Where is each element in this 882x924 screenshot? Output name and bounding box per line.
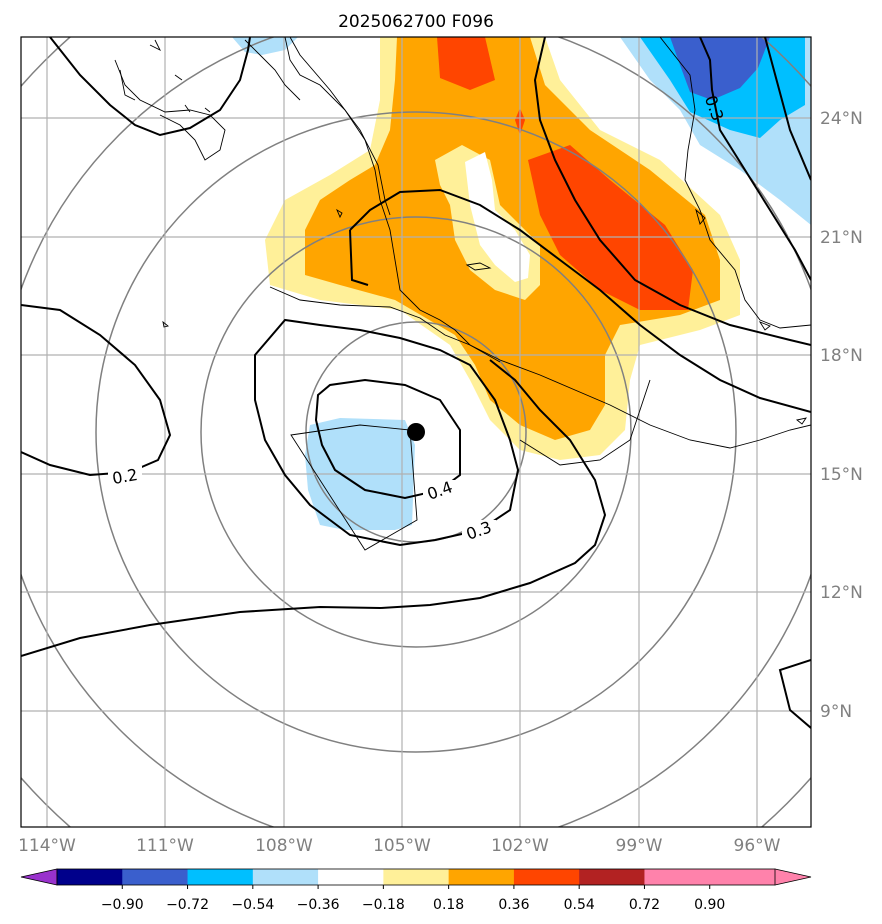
colorbar-tick-label: −0.72 — [166, 897, 209, 913]
contour-label-02: 0.2 — [111, 465, 139, 488]
lon-tick-105: 105°W — [373, 836, 431, 856]
colorbar-segment — [383, 869, 450, 885]
graticule — [21, 37, 811, 827]
contour-03-inner-west — [349, 229, 369, 286]
colorbar-tick-label: −0.36 — [297, 897, 340, 913]
fill-red-orange-top — [437, 37, 495, 90]
contour-ne-right — [699, 37, 811, 281]
colorbar-segment — [318, 869, 384, 885]
lon-tick-96: 96°W — [734, 836, 781, 856]
lon-tick-114: 114°W — [18, 836, 76, 856]
lon-tick-108: 108°W — [255, 836, 313, 856]
colorbar-segment — [122, 869, 189, 885]
map-title: 2025062700 F096 — [338, 12, 494, 32]
colorbar-tick-label: 0.90 — [694, 897, 725, 913]
lat-tick-18: 18°N — [820, 346, 863, 366]
colorbar-extend-right — [774, 868, 812, 886]
lat-tick-21: 21°N — [820, 228, 863, 248]
colorbar-segment — [252, 869, 319, 885]
colorbar-tick-label: 0.72 — [629, 897, 660, 913]
colorbar-tick-label: 0.36 — [498, 897, 529, 913]
fill-royalblue-ne — [670, 37, 770, 100]
contour-se — [778, 659, 811, 729]
colorbar-tick-label: −0.90 — [101, 897, 144, 913]
range-ring-2 — [200, 216, 632, 648]
contour-02-west — [21, 304, 172, 477]
lat-tick-15: 15°N — [820, 465, 863, 485]
colorbar-tick-label: −0.18 — [362, 897, 405, 913]
fill-red-orange-right — [528, 145, 693, 310]
coastline-small-b — [465, 262, 492, 271]
coastline-sonora — [244, 39, 301, 101]
coastline-yuc — [695, 208, 807, 425]
contour-ne-corner — [764, 37, 811, 181]
contour-03-ne — [533, 37, 811, 346]
lat-tick-12: 12°N — [820, 583, 863, 603]
colorbar-segment — [513, 869, 580, 885]
contour-02-south — [21, 359, 607, 657]
coastline-small-a — [336, 208, 343, 219]
region-outline-south — [269, 286, 501, 363]
coastline-islands — [119, 69, 211, 113]
contour-nw — [49, 37, 251, 137]
colorbar-tick-label: 0.54 — [564, 897, 595, 913]
lat-tick-labels: 24°N 21°N 18°N 15°N 12°N 9°N — [820, 109, 863, 722]
range-ring-3 — [95, 111, 737, 753]
coastline-baja — [114, 59, 226, 161]
colorbar-segment — [644, 869, 711, 885]
filled-field — [232, 37, 811, 530]
lat-tick-24: 24°N — [820, 109, 863, 129]
colorbar: −0.90 −0.72 −0.54 −0.36 −0.18 0.18 0.36 0.54 0.7… — [20, 868, 812, 913]
lon-tick-111: 111°W — [136, 836, 194, 856]
map-frame — [20, 36, 812, 828]
contour-lines — [21, 37, 811, 729]
colorbar-segment — [187, 869, 254, 885]
storm-center-dot — [407, 423, 425, 441]
colorbar-segment — [448, 869, 515, 885]
lon-tick-99: 99°W — [616, 836, 663, 856]
revillagigedo-island — [162, 320, 169, 328]
contour-03-north — [349, 188, 811, 413]
colorbar-tick-label: 0.18 — [433, 897, 464, 913]
region-outline-east — [519, 379, 651, 466]
lat-tick-9: 9°N — [820, 702, 852, 722]
colorbar-extend-left — [20, 868, 58, 886]
lon-tick-102: 102°W — [491, 836, 549, 856]
coastline-baja-north — [149, 39, 162, 52]
lon-tick-labels: 114°W 111°W 108°W 105°W 102°W 99°W 96°W — [18, 836, 781, 856]
colorbar-segment — [709, 869, 776, 885]
colorbar-segment — [579, 869, 645, 885]
coastline-gulf — [659, 37, 811, 329]
contour-03-closed — [254, 318, 520, 547]
coastlines — [114, 37, 811, 551]
region-outline-box — [290, 424, 418, 551]
colorbar-segment — [57, 869, 123, 885]
contour-label-group: 0.2 0.3 0.4 0.3 — [108, 93, 727, 544]
colorbar-tick-label: −0.54 — [231, 897, 274, 913]
